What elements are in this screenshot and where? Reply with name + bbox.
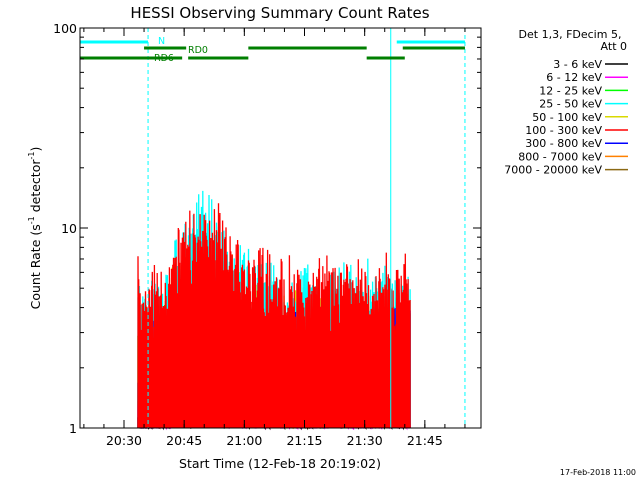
x-tick-label: 21:00 xyxy=(226,433,262,448)
legend-entry-label: 12 - 25 keV xyxy=(539,84,602,97)
legend-entry-label: 300 - 800 keV xyxy=(525,137,602,150)
y-axis-label-sup: -1 xyxy=(27,216,36,224)
x-tick-label: 21:45 xyxy=(407,433,443,448)
legend-entry-label: 50 - 100 keV xyxy=(532,111,602,124)
y-tick-label: 100 xyxy=(53,21,77,36)
annotation-label: RD6 xyxy=(154,53,174,64)
annotation-label: RD0 xyxy=(188,45,208,56)
legend-entry-label: 7000 - 20000 keV xyxy=(504,164,602,177)
y-axis-label-tail-sup: -1 xyxy=(27,152,36,160)
x-tick-label: 20:30 xyxy=(106,433,142,448)
y-axis-label-tail: detector xyxy=(28,159,43,217)
legend-header: Att 0 xyxy=(601,40,627,53)
series-trace xyxy=(137,203,411,429)
legend-entry-label: 3 - 6 keV xyxy=(553,58,602,71)
legend-entry-label: 800 - 7000 keV xyxy=(518,150,602,163)
legend-entry-label: 100 - 300 keV xyxy=(525,124,602,137)
x-tick-label: 21:15 xyxy=(286,433,322,448)
y-axis-label-close: ) xyxy=(28,147,43,152)
x-axis-label: Start Time (12-Feb-18 20:19:02) xyxy=(179,456,381,471)
y-axis-label-main: Count Rate (s xyxy=(28,224,43,309)
legend-header: Det 1,3, FDecim 5, xyxy=(519,28,622,41)
chart-title: HESSI Observing Summary Count Rates xyxy=(130,4,429,22)
x-tick-label: 20:45 xyxy=(166,433,202,448)
legend-entry-label: 6 - 12 keV xyxy=(546,71,602,84)
y-tick-label: 10 xyxy=(61,221,77,236)
y-axis-label: Count Rate (s-1 detector-1) xyxy=(27,147,43,310)
x-tick-label: 21:30 xyxy=(347,433,383,448)
annotation-label: N xyxy=(158,36,165,47)
footer-date: 17-Feb-2018 11:00 xyxy=(560,468,636,477)
axes-layer: 1 10 100 20:30 20:45 21:00 21:15 21:30 21:45 xyxy=(53,21,481,448)
annotation-layer: N RD0 RD6 xyxy=(80,36,465,64)
series-layer xyxy=(137,190,411,431)
legend-entry-label: 25 - 50 keV xyxy=(539,98,602,111)
y-tick-label: 1 xyxy=(69,421,77,436)
